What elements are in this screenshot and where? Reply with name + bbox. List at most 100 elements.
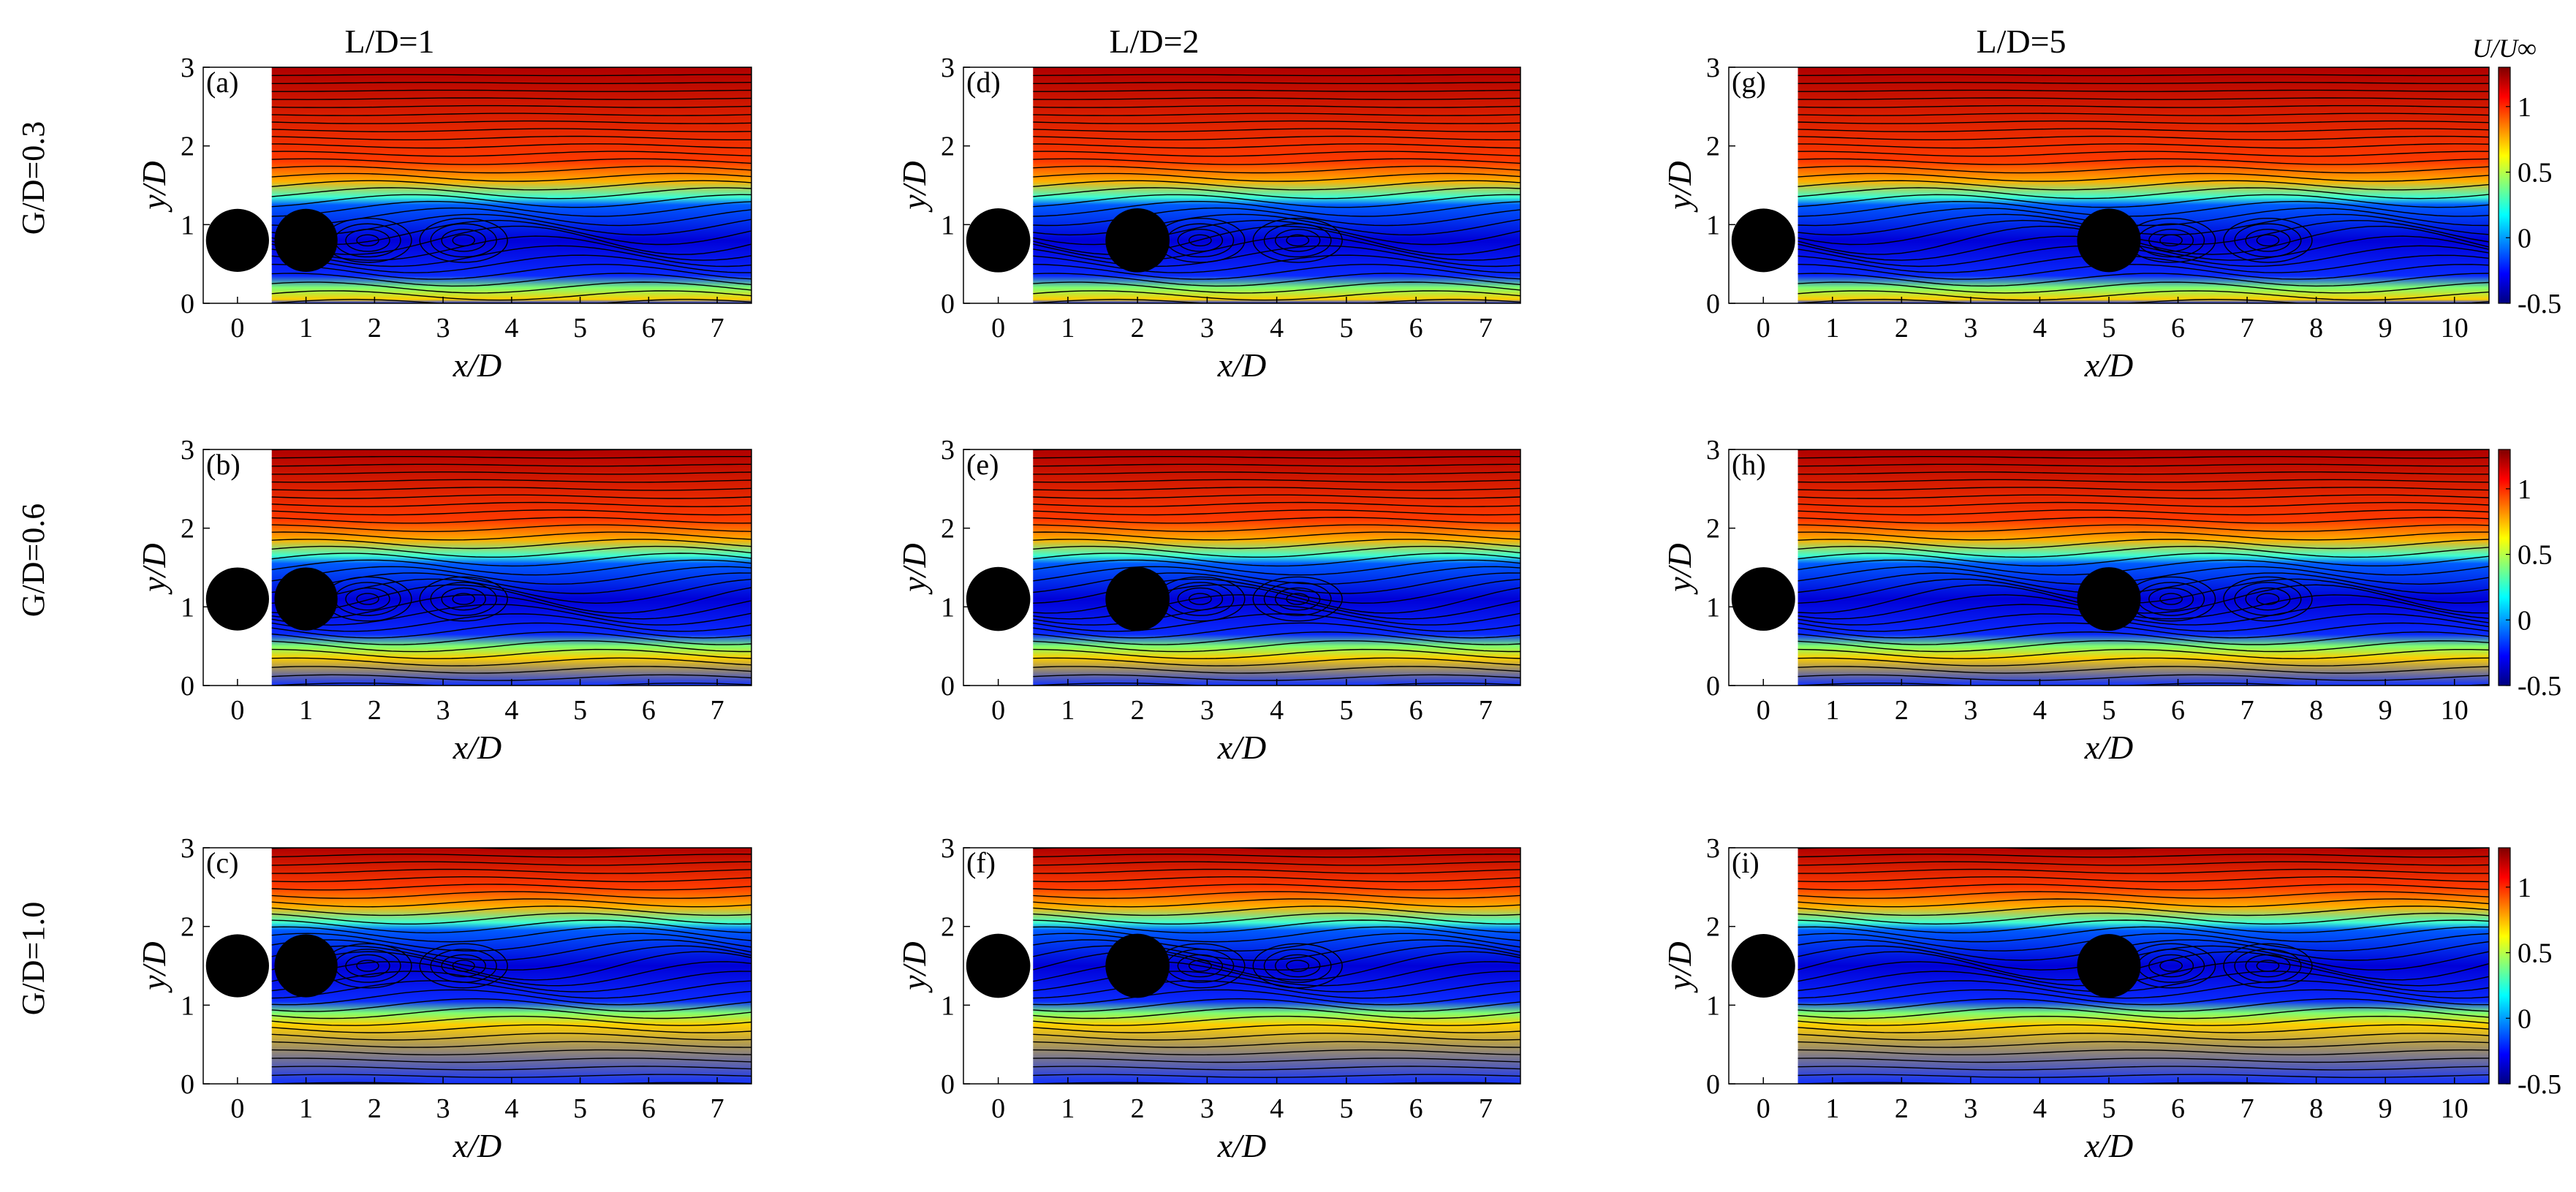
x-tick-label: 6 xyxy=(2171,695,2185,726)
y-axis-label: y/D xyxy=(1661,161,1698,212)
x-tick-label: 0 xyxy=(1757,695,1770,726)
y-axis-label: y/D xyxy=(135,161,173,212)
streamlines xyxy=(271,848,751,1084)
x-axis-label: x/D xyxy=(452,346,501,384)
x-tick-label: 4 xyxy=(1270,1093,1284,1124)
colorbar-scale xyxy=(2498,449,2511,686)
x-tick-label: 3 xyxy=(1963,313,1977,343)
x-tick-label: 2 xyxy=(368,1093,382,1124)
figure-titles: L/D=1 L/D=2 L/D=5 G/D=0.3 G/D=0.6 G/D=1.0 xyxy=(15,23,2067,1015)
x-tick-label: 10 xyxy=(2441,1093,2469,1124)
x-tick-label: 7 xyxy=(1479,313,1493,343)
cylinder-upstream xyxy=(1731,934,1795,998)
x-tick-label: 7 xyxy=(711,1093,724,1124)
x-axis-label: x/D xyxy=(1217,1127,1266,1164)
y-axis-label: y/D xyxy=(895,543,933,594)
cylinder-upstream xyxy=(966,208,1031,273)
panel-i: 0 1 2 3 4 5 6 7 8 9 10 0 1 2 3 x/D y/D (i) -0.5 0 0.5 1 xyxy=(1661,833,2561,1164)
x-tick-label: 8 xyxy=(2309,1093,2323,1124)
x-axis-label: x/D xyxy=(1217,346,1266,384)
x-tick-label: 1 xyxy=(299,313,313,343)
y-tick-label: 3 xyxy=(181,435,194,466)
x-tick-label: 7 xyxy=(2240,695,2254,726)
x-tick-label: 1 xyxy=(1061,1093,1075,1124)
colorbar-tick-label: 0 xyxy=(2518,1003,2531,1034)
x-tick-label: 6 xyxy=(1409,1093,1423,1124)
x-tick-label: 5 xyxy=(573,313,587,343)
velocity-field xyxy=(271,449,751,686)
panel-label: (g) xyxy=(1732,66,1766,99)
y-tick-label: 0 xyxy=(941,289,955,319)
colorbar: -0.5 0 0.5 1 xyxy=(2498,449,2561,702)
row-title-3: G/D=1.0 xyxy=(15,902,51,1016)
x-tick-label: 7 xyxy=(2240,313,2254,343)
colorbar-tick-label: 0.5 xyxy=(2518,540,2553,571)
y-tick-label: 2 xyxy=(1706,912,1720,943)
x-tick-label: 3 xyxy=(1963,695,1977,726)
x-tick-label: 5 xyxy=(1339,1093,1353,1124)
cylinder-upstream xyxy=(205,567,269,631)
x-tick-label: 7 xyxy=(711,695,724,726)
x-tick-label: 0 xyxy=(1757,313,1770,343)
x-tick-label: 0 xyxy=(991,695,1005,726)
x-tick-label: 8 xyxy=(2309,313,2323,343)
y-tick-label: 1 xyxy=(941,210,955,240)
x-tick-label: 5 xyxy=(573,1093,587,1124)
x-tick-label: 3 xyxy=(1200,695,1214,726)
y-tick-label: 3 xyxy=(941,435,955,466)
y-tick-label: 1 xyxy=(181,990,194,1021)
colorbar-scale xyxy=(2498,67,2511,304)
x-tick-label: 2 xyxy=(1131,313,1145,343)
colorbar-tick-label: 0 xyxy=(2518,223,2531,254)
x-tick-label: 6 xyxy=(642,313,656,343)
cylinder-downstream xyxy=(2077,567,2141,631)
y-tick-label: 0 xyxy=(181,1069,194,1100)
cylinder-downstream xyxy=(2077,208,2141,273)
streamlines xyxy=(271,67,751,303)
x-tick-label: 2 xyxy=(1131,695,1145,726)
x-tick-label: 7 xyxy=(1479,1093,1493,1124)
cylinder-downstream xyxy=(1105,208,1170,273)
x-tick-label: 1 xyxy=(1825,1093,1839,1124)
y-tick-label: 0 xyxy=(941,1069,955,1100)
x-tick-label: 9 xyxy=(2379,1093,2393,1124)
x-tick-label: 3 xyxy=(436,695,450,726)
x-tick-label: 1 xyxy=(1061,313,1075,343)
x-tick-label: 1 xyxy=(299,1093,313,1124)
velocity-field xyxy=(1033,67,1520,303)
x-tick-label: 0 xyxy=(991,1093,1005,1124)
panel-label: (e) xyxy=(966,448,999,481)
x-tick-label: 0 xyxy=(1757,1093,1770,1124)
y-axis-label: y/D xyxy=(135,543,173,594)
x-tick-label: 0 xyxy=(991,313,1005,343)
y-axis-label: y/D xyxy=(895,161,933,212)
cylinder-upstream xyxy=(966,566,1031,631)
x-tick-label: 4 xyxy=(1270,695,1284,726)
panel-label: (c) xyxy=(206,846,238,879)
axes-frame xyxy=(202,847,752,1085)
x-tick-label: 7 xyxy=(1479,695,1493,726)
velocity-field xyxy=(1033,449,1520,686)
x-tick-label: 3 xyxy=(1200,313,1214,343)
x-axis-label: x/D xyxy=(2084,729,2133,766)
y-tick-label: 2 xyxy=(181,132,194,162)
panel-label: (i) xyxy=(1732,846,1759,879)
x-tick-label: 2 xyxy=(1895,1093,1909,1124)
y-axis-label: y/D xyxy=(895,941,933,992)
cylinder-downstream xyxy=(1105,566,1170,631)
streamlines xyxy=(1033,848,1520,1084)
x-tick-label: 4 xyxy=(2033,1093,2047,1124)
y-tick-label: 3 xyxy=(1706,435,1720,466)
colorbar-tick-label: -0.5 xyxy=(2518,289,2561,319)
cylinder-downstream xyxy=(274,934,338,998)
x-tick-label: 1 xyxy=(299,695,313,726)
colorbar-title: U/U∞ xyxy=(2472,34,2537,63)
x-tick-label: 2 xyxy=(368,695,382,726)
row-title-2: G/D=0.6 xyxy=(15,504,51,618)
velocity-field xyxy=(271,67,751,303)
x-axis-label: x/D xyxy=(2084,1127,2133,1164)
